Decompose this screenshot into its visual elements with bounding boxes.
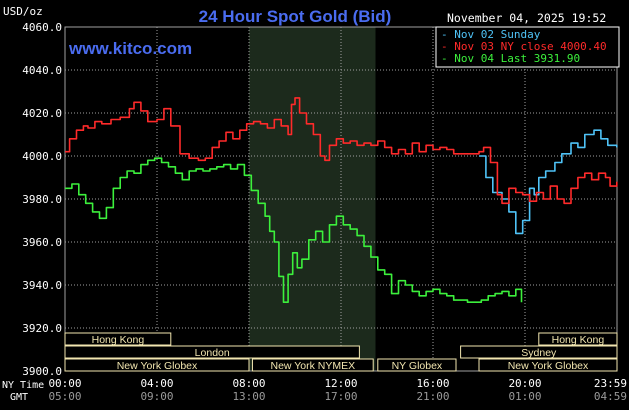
session-bar <box>64 358 250 372</box>
y-tick-label: 4060.0 <box>22 21 62 34</box>
x-tick-label-ny: 08:00 <box>232 377 265 390</box>
session-label: New York NYMEX <box>271 360 356 372</box>
legend-entry-nov04: - Nov 04 Last 3931.90 <box>441 52 580 65</box>
x-tick-label-ny: 12:00 <box>324 377 357 390</box>
x-tick-label-ny: 04:00 <box>140 377 173 390</box>
nymex-session-highlight <box>249 27 376 371</box>
x-tick-label-ny: 20:00 <box>508 377 541 390</box>
session-bar <box>377 358 457 372</box>
x-tick-label-gmt: 21:00 <box>416 390 449 403</box>
legend-box <box>435 26 620 68</box>
y-tick-label: 3940.0 <box>22 279 62 292</box>
x-tick-label-gmt: 05:00 <box>48 390 81 403</box>
session-bar <box>64 345 360 359</box>
x-tick-label-gmt: 13:00 <box>232 390 265 403</box>
series-line-2 <box>65 157 523 303</box>
series-line-0 <box>479 129 618 235</box>
y-tick-label: 3920.0 <box>22 322 62 335</box>
session-bar <box>64 332 172 346</box>
grid <box>64 26 618 372</box>
y-tick-label: 3980.0 <box>22 193 62 206</box>
session-bar <box>251 358 374 372</box>
series-lines <box>65 97 618 303</box>
legend-entry-nov02: - Nov 02 Sunday <box>441 28 541 41</box>
ny-time-label: NY Time <box>2 380 44 391</box>
site-url: www.kitco.com <box>68 39 192 58</box>
units-label: USD/oz <box>3 5 43 18</box>
gmt-label: GMT <box>10 392 28 403</box>
x-tick-label-ny: 23:59 <box>594 377 627 390</box>
chart-title: 24 Hour Spot Gold (Bid) <box>199 7 392 26</box>
session-label: New York Globex <box>508 360 589 372</box>
session-label: Hong Kong <box>92 334 145 346</box>
x-tick-label-gmt: 04:59 <box>594 390 627 403</box>
session-bar <box>478 358 618 372</box>
session-bar <box>538 332 618 346</box>
y-tick-label: 3900.0 <box>22 365 62 378</box>
session-label: NY Globex <box>392 360 443 372</box>
x-tick-label-ny: 16:00 <box>416 377 449 390</box>
session-label: Sydney <box>521 347 557 359</box>
session-label: London <box>195 347 230 359</box>
x-tick-label-ny: 00:00 <box>48 377 81 390</box>
x-tick-label-gmt: 09:00 <box>140 390 173 403</box>
series-line-1 <box>65 97 618 205</box>
y-tick-label: 4000.0 <box>22 150 62 163</box>
y-tick-label: 4020.0 <box>22 107 62 120</box>
x-tick-label-gmt: 17:00 <box>324 390 357 403</box>
y-tick-label: 3960.0 <box>22 236 62 249</box>
legend: - Nov 02 Sunday - Nov 03 NY close 4000.4… <box>435 26 620 68</box>
axes: 3900.0 3920.0 3940.0 3960.0 3980.0 4000.0 4020… <box>22 21 627 403</box>
session-label: Hong Kong <box>552 334 605 346</box>
highlight-band <box>249 27 376 371</box>
session-bar <box>460 345 618 359</box>
x-tick-label-gmt: 01:00 <box>508 390 541 403</box>
timestamp: November 04, 2025 19:52 <box>447 11 606 25</box>
legend-entry-nov03: - Nov 03 NY close 4000.40 <box>441 40 607 53</box>
y-tick-label: 4040.0 <box>22 64 62 77</box>
session-label: New York Globex <box>117 360 198 372</box>
